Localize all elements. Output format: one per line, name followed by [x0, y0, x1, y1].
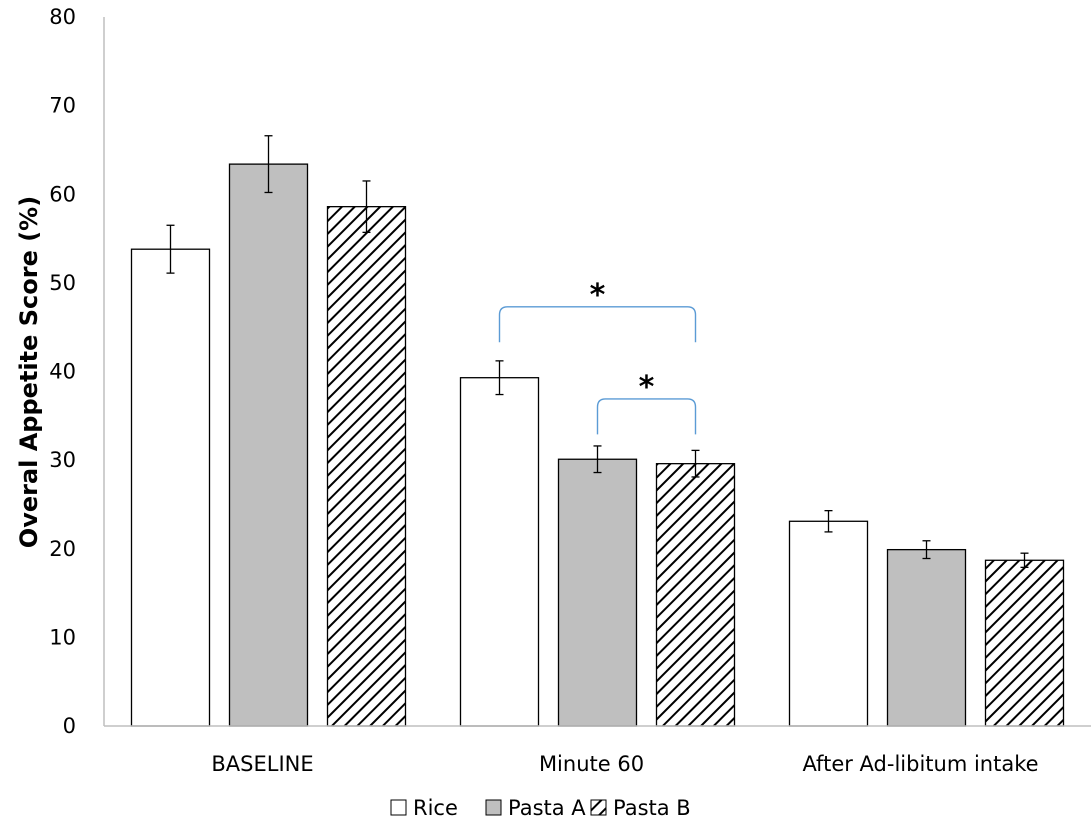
y-tick-label: 70	[49, 94, 76, 118]
error-bar	[362, 180, 371, 234]
error-bar	[824, 509, 833, 533]
legend-label: Pasta A	[508, 796, 586, 820]
legend-label: Rice	[413, 796, 458, 820]
y-tick-label: 20	[49, 537, 76, 561]
error-bar	[495, 360, 504, 396]
bar-rice	[788, 520, 869, 727]
y-tick-label: 10	[49, 625, 76, 649]
bar-pasta-a	[886, 548, 967, 727]
legend-item: Rice	[390, 796, 458, 820]
y-axis-title: Overal Appetite Score (%)	[15, 196, 43, 548]
y-tick-label: 60	[49, 182, 76, 206]
legend-item: Pasta B	[590, 796, 691, 820]
significance-marker: *	[639, 370, 655, 405]
category-label: BASELINE	[211, 752, 313, 776]
significance-marker: *	[590, 278, 606, 313]
y-tick-label: 0	[63, 714, 76, 738]
legend-swatch	[390, 799, 407, 816]
error-bar	[166, 224, 175, 274]
error-bar	[922, 540, 931, 560]
bar-pasta-a	[557, 458, 638, 727]
bar-pasta-b	[655, 463, 736, 727]
significance-bracket	[596, 398, 697, 435]
bar-rice	[459, 377, 540, 727]
y-tick-label: 80	[49, 5, 76, 29]
legend-swatch	[590, 799, 607, 816]
legend-swatch	[485, 799, 502, 816]
error-bar	[593, 445, 602, 474]
error-bar	[1020, 552, 1029, 569]
legend-item: Pasta A	[485, 796, 586, 820]
error-bar	[264, 135, 273, 194]
category-label: Minute 60	[539, 752, 644, 776]
bar-pasta-b	[326, 206, 407, 727]
y-tick-label: 30	[49, 448, 76, 472]
bar-rice	[130, 248, 211, 727]
bar-pasta-b	[984, 559, 1065, 727]
category-label: After Ad-libitum intake	[802, 752, 1038, 776]
significance-bracket	[498, 306, 697, 343]
legend-label: Pasta B	[613, 796, 691, 820]
y-tick-label: 50	[49, 271, 76, 295]
bar-pasta-a	[228, 163, 309, 727]
error-bar	[691, 449, 700, 478]
y-tick-label: 40	[49, 360, 76, 384]
